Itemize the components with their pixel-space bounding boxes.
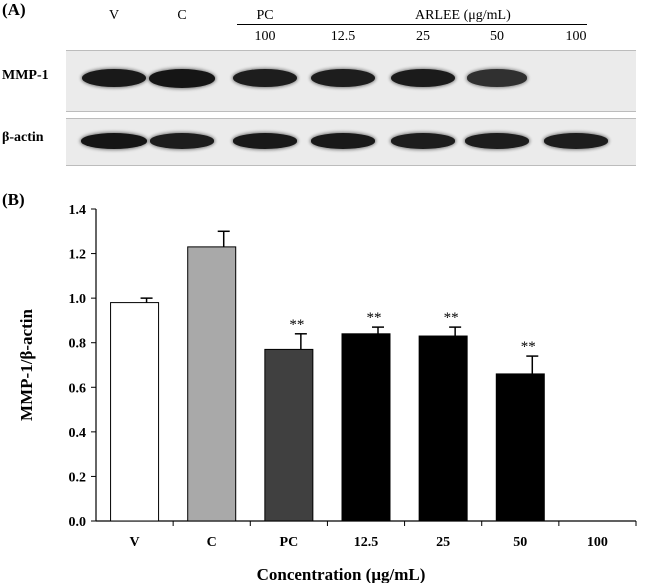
mmp1-band	[149, 68, 215, 88]
mmp1-band	[310, 68, 376, 88]
y-tick-label: 1.2	[69, 248, 87, 263]
y-tick-label: 1.4	[69, 203, 87, 218]
significance-marker: **	[521, 339, 536, 355]
panel-a-label: (A)	[2, 0, 26, 19]
bar	[264, 348, 314, 522]
y-tick-label: 0.0	[69, 515, 87, 530]
significance-marker: **	[367, 310, 382, 326]
mmp1-band	[233, 68, 297, 88]
x-tick-label: V	[130, 535, 140, 550]
y-tick-label: 1.0	[69, 292, 87, 307]
blot-row-label-mmp1: MMP-1	[2, 68, 49, 83]
concentration-label: 100	[565, 29, 587, 44]
blot-row-label-beta-actin: β-actin	[2, 130, 44, 145]
mmp1-band	[467, 69, 527, 87]
beta-actin-band	[544, 133, 608, 149]
bar	[418, 335, 468, 522]
mmp1-band	[390, 68, 456, 88]
bar	[495, 373, 545, 522]
y-axis-title: MMP-1/β-actin	[17, 309, 36, 421]
beta-actin-band	[465, 133, 529, 149]
x-tick-label: PC	[280, 535, 299, 550]
beta-actin-band	[391, 133, 455, 149]
significance-marker: **	[289, 317, 304, 333]
y-tick-label: 0.8	[69, 337, 87, 352]
panel-b-label: (B)	[2, 190, 25, 209]
arlee-group-label: ARLEE (μg/mL)	[415, 8, 511, 23]
y-tick-label: 0.2	[69, 470, 87, 485]
bar	[341, 333, 391, 522]
beta-actin-band	[149, 133, 215, 149]
y-tick-label: 0.4	[69, 426, 87, 441]
x-tick-label: 12.5	[354, 535, 379, 550]
group-underline	[237, 24, 587, 25]
bar	[110, 302, 160, 522]
x-tick-label: 25	[436, 535, 450, 550]
x-axis-title: Concentration (μg/mL)	[257, 565, 426, 583]
x-tick-label: 100	[587, 535, 608, 550]
beta-actin-band	[310, 133, 376, 149]
bar	[187, 246, 237, 522]
x-tick-label: C	[207, 535, 217, 550]
y-tick-label: 0.6	[69, 381, 87, 396]
lane-label: PC	[256, 8, 274, 23]
x-tick-label: 50	[513, 535, 527, 550]
lane-label: V	[108, 8, 120, 23]
concentration-label: 100	[254, 29, 276, 44]
significance-marker: **	[444, 310, 459, 326]
concentration-label: 12.5	[330, 29, 356, 44]
concentration-label: 50	[490, 29, 504, 44]
concentration-label: 25	[416, 29, 430, 44]
beta-actin-band	[232, 133, 298, 149]
beta-actin-band	[81, 133, 147, 149]
lane-label: C	[177, 8, 187, 23]
mmp1-band	[81, 68, 147, 88]
